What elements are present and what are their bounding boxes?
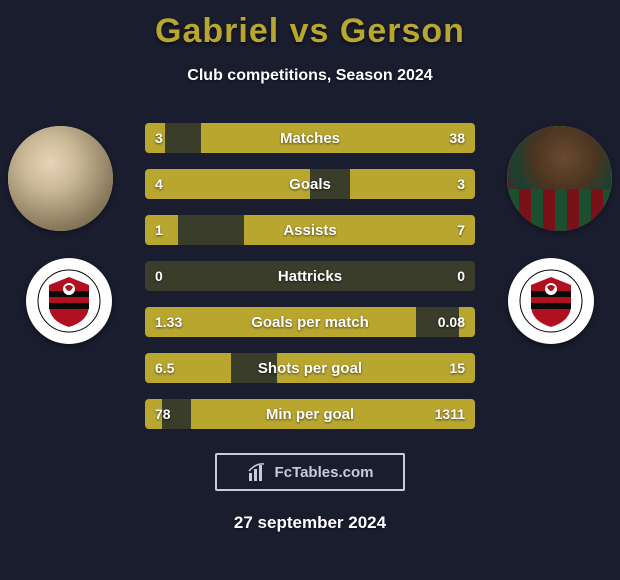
stat-value-right: 3 (447, 169, 475, 199)
stat-bar: 0 0 Hattricks (145, 261, 475, 291)
stat-value-left: 6.5 (145, 353, 184, 383)
stat-label: Goals per match (251, 314, 369, 331)
stat-bar: 1 7 Assists (145, 215, 475, 245)
stat-value-right: 0 (447, 261, 475, 291)
stat-row: 1 7 Assists (0, 207, 620, 253)
source-logo: FcTables.com (215, 453, 405, 491)
stat-row: 0 0 Hattricks (0, 253, 620, 299)
stat-row: 4 3 Goals (0, 161, 620, 207)
stat-value-left: 3 (145, 123, 173, 153)
stat-value-right: 0.08 (428, 307, 475, 337)
stat-value-left: 0 (145, 261, 173, 291)
vs-label: vs (290, 12, 330, 50)
stat-row: 3 38 Matches (0, 115, 620, 161)
stat-value-right: 1311 (425, 399, 475, 429)
comparison-title: Gabriel vs Gerson (0, 0, 620, 51)
stat-value-left: 1 (145, 215, 173, 245)
stat-bar: 4 3 Goals (145, 169, 475, 199)
stat-value-right: 38 (439, 123, 475, 153)
player2-name: Gerson (340, 12, 465, 50)
stat-label: Min per goal (266, 406, 354, 423)
stat-row: 6.5 15 Shots per goal (0, 345, 620, 391)
player1-name: Gabriel (155, 12, 279, 50)
stat-row: 1.33 0.08 Goals per match (0, 299, 620, 345)
snapshot-date: 27 september 2024 (0, 513, 620, 533)
source-name: FcTables.com (275, 464, 374, 481)
stat-value-left: 78 (145, 399, 181, 429)
stat-bar: 1.33 0.08 Goals per match (145, 307, 475, 337)
stat-label: Shots per goal (258, 360, 362, 377)
stat-row: 78 1311 Min per goal (0, 391, 620, 437)
stat-label: Matches (280, 130, 340, 147)
stat-value-left: 1.33 (145, 307, 192, 337)
stat-value-left: 4 (145, 169, 173, 199)
stat-bar: 6.5 15 Shots per goal (145, 353, 475, 383)
stat-value-right: 7 (447, 215, 475, 245)
stat-bar-right-fill (244, 215, 475, 245)
bars-icon (247, 461, 269, 483)
stat-bar: 78 1311 Min per goal (145, 399, 475, 429)
stat-label: Goals (289, 176, 331, 193)
stat-value-right: 15 (439, 353, 475, 383)
competition-subtitle: Club competitions, Season 2024 (0, 67, 620, 85)
stats-table: 3 38 Matches 4 3 Goals 1 7 Assists 0 0 Hattricks 1.3… (0, 115, 620, 437)
stat-label: Hattricks (278, 268, 342, 285)
stat-bar: 3 38 Matches (145, 123, 475, 153)
stat-label: Assists (283, 222, 336, 239)
